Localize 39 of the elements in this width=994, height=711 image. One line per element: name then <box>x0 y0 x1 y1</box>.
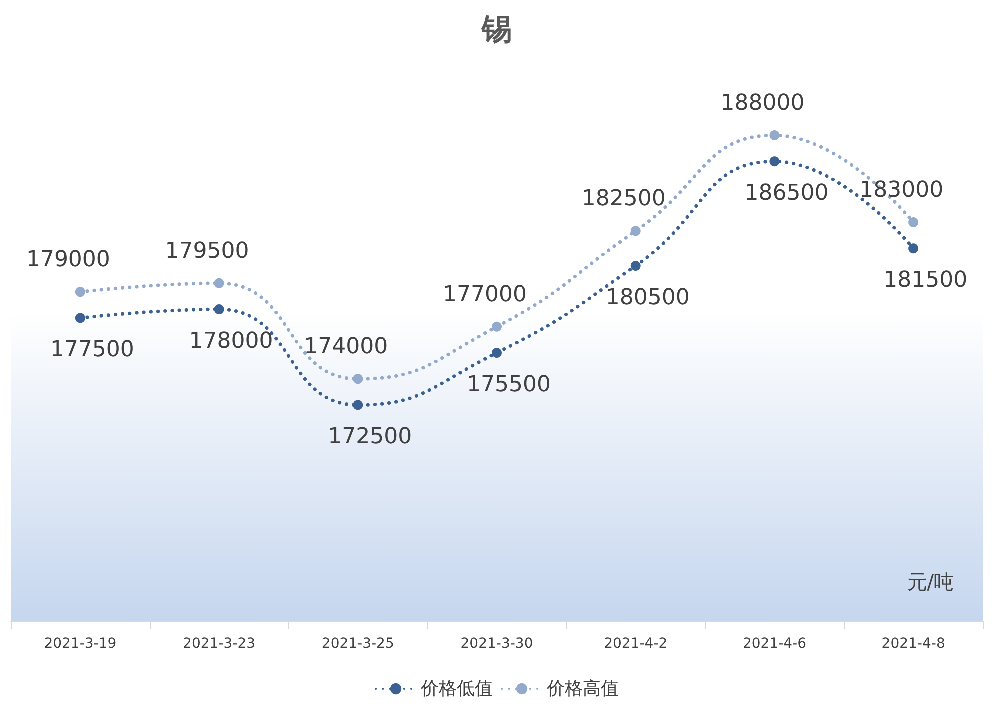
data-label: 177000 <box>443 282 527 308</box>
x-tick-label: 2021-3-19 <box>44 636 117 652</box>
text: 元/吨 <box>907 570 954 594</box>
data-label: 179500 <box>165 238 250 264</box>
point <box>492 348 502 358</box>
data-label: 172500 <box>328 424 412 450</box>
point <box>492 322 502 332</box>
x-tick-label: 2021-4-6 <box>742 636 807 652</box>
data-label: 180500 <box>606 286 690 311</box>
x-tick-label: 2021-4-2 <box>604 636 668 652</box>
x-tick-label: 2021-3-30 <box>460 636 534 652</box>
x-tick-label: 2021-4-8 <box>882 636 946 652</box>
point <box>908 244 919 254</box>
data-label: 183000 <box>860 178 944 204</box>
point <box>770 130 780 141</box>
legend-label: 价格低值 <box>420 678 493 700</box>
point <box>353 374 364 384</box>
point <box>770 156 780 167</box>
data-label: 179000 <box>26 248 110 273</box>
x-tick-label: 2021-3-25 <box>322 636 394 652</box>
data-label: 177500 <box>50 338 134 363</box>
point <box>214 278 224 288</box>
x-tick-label: 2021-3-23 <box>183 636 256 652</box>
point <box>353 400 364 410</box>
point <box>630 261 641 272</box>
data-label: 174000 <box>304 334 388 360</box>
point <box>908 218 919 228</box>
legend-label: 价格高值 <box>546 678 619 700</box>
data-label: 181500 <box>884 268 968 294</box>
point <box>75 313 86 324</box>
data-label: 178000 <box>189 329 274 354</box>
chart-title: 锡 <box>481 12 512 48</box>
data-label: 182500 <box>582 186 666 212</box>
point <box>630 226 641 236</box>
data-label: 188000 <box>720 91 805 116</box>
point <box>214 304 224 315</box>
data-label: 175500 <box>467 372 551 398</box>
data-label: 186500 <box>744 181 829 206</box>
point <box>75 287 86 298</box>
